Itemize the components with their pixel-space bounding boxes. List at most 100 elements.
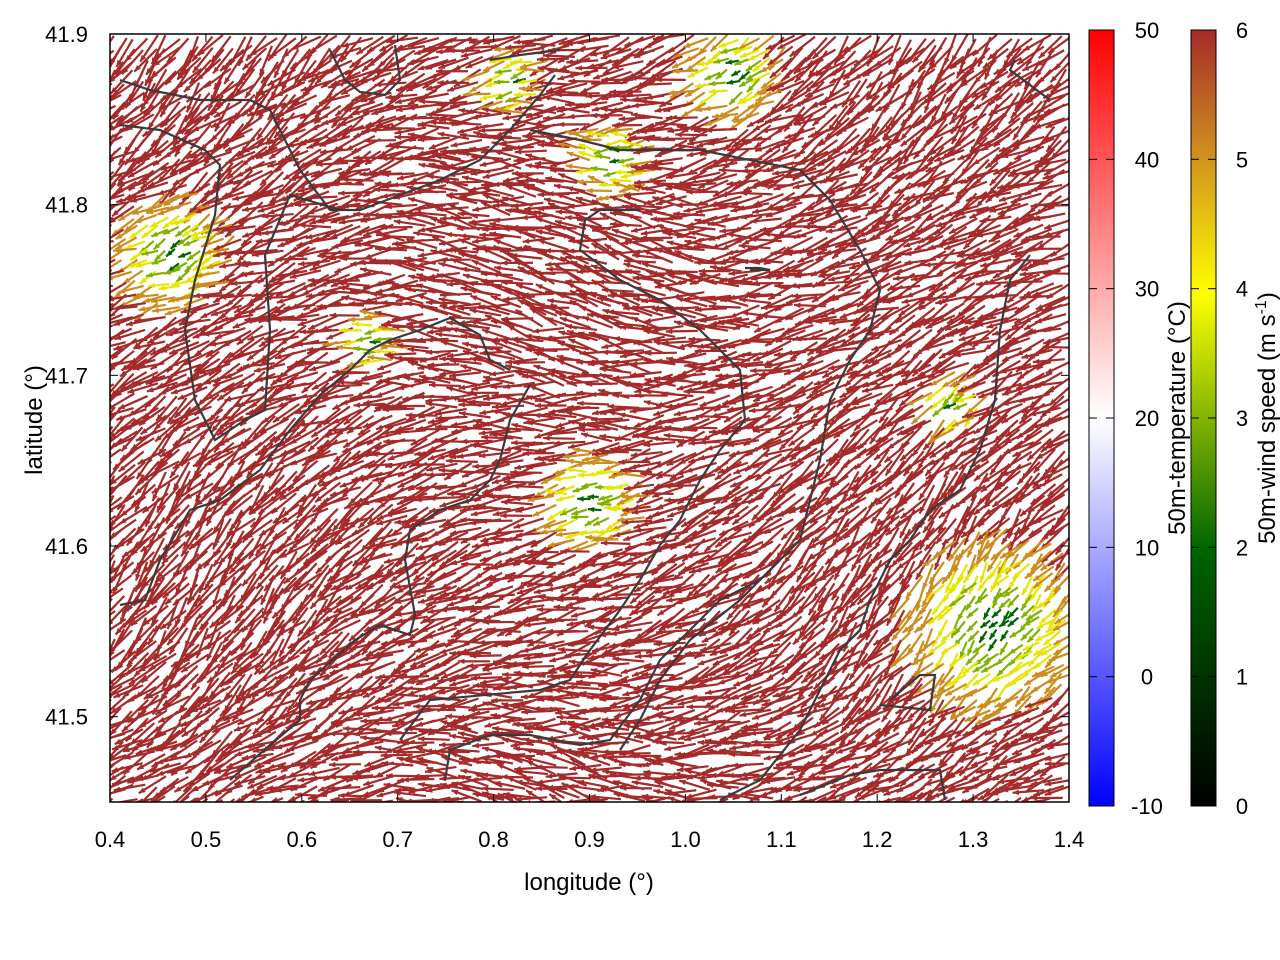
wind-arrow-head: [619, 97, 627, 103]
wind-arrow-head: [93, 322, 100, 327]
wind-arrow-head: [767, 59, 775, 66]
wind-arrow-head: [96, 55, 102, 62]
wind-arrow-head: [725, 59, 733, 65]
wind-arrow-head: [726, 79, 734, 85]
wind-arrow-head: [639, 81, 647, 88]
wind-arrow-head: [695, 106, 703, 113]
wind-arrow-head: [557, 75, 565, 81]
wind-arrow-head: [844, 46, 852, 53]
wind-arrow-head: [609, 89, 617, 95]
wind-arrow-head: [600, 54, 608, 60]
wind-arrow-head: [321, 81, 329, 88]
wind-arrow-head: [558, 106, 565, 112]
wind-arrow-head: [281, 102, 289, 108]
wind-arrow-head: [739, 81, 746, 87]
wind-arrow-head: [990, 109, 998, 115]
wind-arrow-head: [315, 77, 322, 85]
wind-arrow-head: [80, 341, 87, 346]
wind-arrow-head: [103, 119, 109, 126]
wind-arrow-head: [341, 88, 349, 95]
wind-arrow-head: [866, 82, 874, 88]
wind-arrow-head: [495, 93, 503, 100]
wind-arrow-head: [494, 46, 501, 53]
wind-arrow-head: [394, 98, 402, 105]
wind-arrow-head: [449, 102, 457, 109]
wind-arrow-head: [98, 85, 105, 91]
wind-arrow-head: [466, 45, 474, 51]
wind-arrow-head: [972, 49, 980, 56]
wind-arrow-head: [798, 115, 806, 122]
wind-arrow-head: [547, 67, 555, 74]
wind-arrow-head: [96, 170, 102, 177]
wind-arrow-head: [1015, 80, 1022, 87]
wind-arrow-head: [469, 86, 477, 92]
wind-arrow-head: [772, 84, 779, 92]
wind-arrow-head: [208, 103, 214, 111]
wind-arrow-head: [160, 109, 167, 117]
wind-arrow-head: [542, 115, 550, 121]
wind-arrow-head: [97, 163, 104, 169]
wind-arrow-head: [189, 110, 196, 118]
wind-arrow-head: [555, 92, 562, 98]
wind-arrow-head: [630, 112, 638, 118]
wind-arrow-head: [250, 49, 258, 56]
wind-arrow-head: [542, 53, 550, 59]
wind-arrow-head: [747, 121, 754, 127]
wind-arrow-head: [406, 85, 414, 92]
wind-arrow-head: [1006, 51, 1014, 58]
wind-arrow-head: [97, 223, 104, 229]
wind-arrow-head: [835, 120, 842, 127]
wind-arrow-head: [1019, 97, 1026, 105]
wind-arrow-head: [90, 220, 97, 226]
wind-arrow-head: [407, 42, 415, 48]
wind-arrow-head: [371, 109, 379, 116]
wind-arrow-head: [331, 121, 338, 128]
wind-arrow-head: [87, 114, 94, 119]
wind-arrow-head: [247, 110, 255, 117]
wind-arrow-head: [274, 70, 280, 78]
wind-arrow-head: [84, 318, 91, 323]
wind-arrow-head: [165, 78, 172, 85]
wind-arrow-head: [146, 67, 153, 75]
wind-arrow-head: [919, 64, 927, 71]
wind-arrow-head: [80, 268, 87, 273]
wind-arrow-head: [567, 113, 575, 120]
wind-arrow-head: [213, 111, 221, 118]
wind-arrow-head: [277, 111, 285, 117]
wind-arrow-head: [186, 105, 192, 113]
wind-arrow-head: [260, 76, 268, 83]
wind-arrow-head: [242, 63, 250, 70]
wind-arrow-head: [681, 110, 689, 117]
wind-arrow-head: [95, 75, 101, 82]
wind-arrow-head: [90, 130, 97, 136]
wind-arrow-head: [462, 91, 470, 98]
wind-arrow-head: [836, 129, 844, 136]
wind-arrow-head: [259, 68, 265, 76]
wind-arrow-head: [167, 55, 174, 63]
wind-arrow-head: [633, 52, 641, 58]
wind-arrow-head: [97, 270, 104, 276]
wind-arrow-head: [321, 119, 329, 125]
wind-arrow-head: [710, 54, 718, 61]
wind-arrow-head: [944, 96, 952, 104]
wind-arrow-head: [765, 118, 772, 124]
wind-arrow-head: [101, 259, 108, 265]
wind-arrow-head: [177, 73, 184, 80]
wind-arrow: [110, 247, 111, 250]
wind-arrow-head: [663, 106, 671, 113]
wind-arrow-head: [720, 48, 728, 54]
wind-arrow-head: [386, 104, 394, 110]
wind-arrow-head: [83, 241, 90, 246]
wind-arrow-head: [759, 89, 767, 95]
wind-arrow: [110, 69, 117, 84]
wind-arrow-head: [414, 49, 421, 56]
wind-arrow-head: [930, 62, 938, 70]
wind-arrow-head: [140, 104, 147, 112]
wind-arrow: [110, 93, 122, 102]
wind-arrow-head: [694, 82, 702, 89]
wind-arrow-head: [389, 96, 397, 103]
wind-arrow-head: [785, 106, 793, 113]
wind-arrow-head: [299, 75, 307, 81]
wind-arrow-head: [815, 70, 823, 76]
wind-arrow-head: [226, 58, 234, 65]
